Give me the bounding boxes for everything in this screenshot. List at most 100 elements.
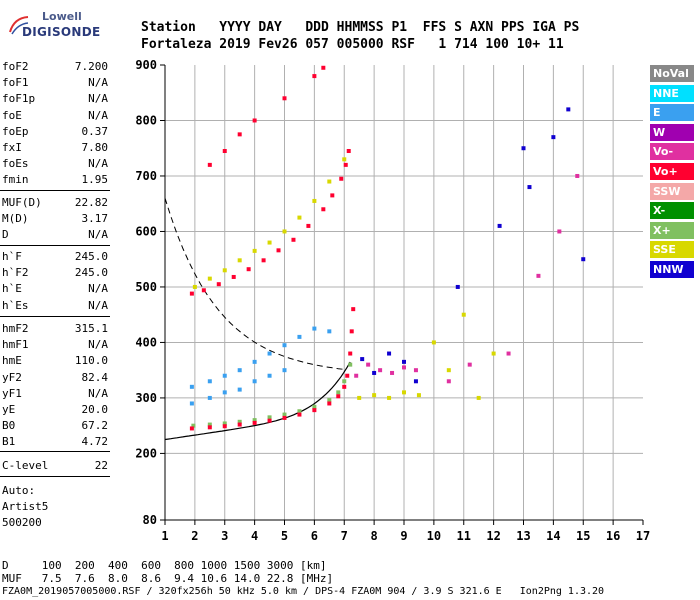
echo-point [246, 267, 251, 272]
param-value: 0.37 [81, 124, 109, 138]
header-line1: Station YYYY DAY DDD HHMMSS P1 FFS S AXN… [141, 20, 580, 35]
echo-point [336, 394, 341, 399]
echo-point [342, 157, 347, 162]
param-value: N/A [88, 386, 108, 400]
param-name: foEs [2, 157, 29, 171]
param-name: hmF1 [2, 338, 29, 352]
param-name: C-level [2, 459, 49, 472]
echo-point [497, 223, 502, 228]
echo-point [372, 370, 377, 375]
legend-item: NNW [650, 261, 694, 278]
echo-point [312, 408, 317, 413]
echo-point [216, 282, 221, 287]
echo-point [237, 368, 242, 373]
echo-point [237, 132, 242, 137]
y-tick-label: 200 [135, 446, 157, 460]
param-row: foF1 N/A [2, 76, 108, 92]
param-row: yE 20.0 [2, 403, 108, 419]
param-value: 7.200 [74, 60, 108, 73]
echo-point [575, 173, 580, 178]
footer-distance-row: D 100 200 400 600 800 1000 1500 3000 [km… [2, 559, 327, 572]
echo-point [252, 118, 257, 123]
param-separator [0, 451, 110, 452]
echo-point [551, 135, 556, 140]
echo-point [402, 365, 406, 370]
echo-point [312, 74, 317, 79]
echo-point [327, 329, 332, 334]
param-separator [0, 316, 110, 317]
legend-item: SSW [650, 182, 694, 200]
echo-point [312, 326, 317, 331]
echo-point [321, 65, 326, 70]
x-tick-label: 5 [281, 529, 288, 543]
echo-point [312, 198, 317, 203]
param-name: B0 [2, 419, 16, 433]
echo-point [557, 229, 562, 234]
echo-point [282, 96, 287, 101]
echo-point [237, 422, 242, 427]
echo-point [297, 412, 302, 417]
param-name: fmin [2, 173, 29, 187]
param-name: fxI [2, 141, 22, 154]
echo-point [349, 329, 354, 334]
x-tick-label: 14 [546, 529, 560, 543]
param-row: fmin 1.95 [2, 173, 108, 189]
param-row: foEp 0.37 [2, 125, 108, 141]
echo-point [189, 291, 194, 296]
echo-point [348, 351, 353, 356]
echo-point [536, 273, 541, 278]
auto-code: 500200 [2, 516, 42, 529]
param-row: yF2 82.4 [2, 371, 108, 387]
param-row: fxI 7.80 [2, 141, 108, 157]
x-tick-label: 4 [251, 529, 258, 543]
param-row: foF2 7.200 [2, 60, 108, 76]
x-tick-label: 11 [457, 529, 471, 543]
param-separator [0, 476, 110, 477]
param-row: hmF1 N/A [2, 338, 108, 354]
echo-point [387, 395, 392, 400]
echo-point [192, 284, 197, 289]
echo-point [327, 401, 332, 406]
param-name: foF1 [2, 76, 29, 90]
param-value: 67.2 [81, 419, 109, 433]
legend-item: Vo- [650, 143, 694, 161]
param-row: foEs N/A [2, 157, 108, 173]
legend-item: SSE [650, 241, 694, 259]
param-row: B1 4.72 [2, 435, 108, 451]
echo-point [282, 412, 287, 417]
echo-point [222, 149, 227, 154]
param-row: M(D) 3.17 [2, 212, 108, 228]
echo-point [312, 404, 317, 409]
echo-point [343, 162, 348, 167]
param-name: foE [2, 108, 22, 122]
param-row: foF1p N/A [2, 92, 108, 108]
param-name: hmF2 [2, 322, 29, 335]
param-name: B1 [2, 435, 16, 449]
echo-point [366, 362, 371, 367]
x-tick-label: 1 [161, 529, 168, 543]
echo-point [339, 176, 344, 181]
echo-point [207, 162, 212, 167]
y-tick-label: 500 [135, 280, 157, 294]
param-name: D [2, 228, 9, 242]
param-name: yE [2, 403, 16, 416]
x-tick-label: 15 [576, 529, 590, 543]
echo-point [372, 393, 377, 398]
y-tick-label: 800 [135, 113, 157, 127]
echo-point [207, 422, 212, 427]
param-value: 1.95 [81, 173, 109, 187]
echo-point [291, 237, 296, 242]
echo-point [336, 390, 341, 395]
echo-point [282, 368, 287, 373]
legend-item: NNE [650, 84, 694, 102]
param-value: 3.17 [81, 212, 109, 226]
echo-point [345, 373, 350, 378]
echo-point [222, 390, 227, 395]
echo-point [189, 401, 194, 406]
x-tick-label: 8 [371, 529, 378, 543]
param-value: 22.82 [74, 196, 108, 209]
param-name: h`E [2, 282, 22, 296]
param-row: hmE 110.0 [2, 354, 108, 370]
x-tick-label: 13 [516, 529, 530, 543]
logo-line2: DIGISONDE [22, 25, 101, 39]
